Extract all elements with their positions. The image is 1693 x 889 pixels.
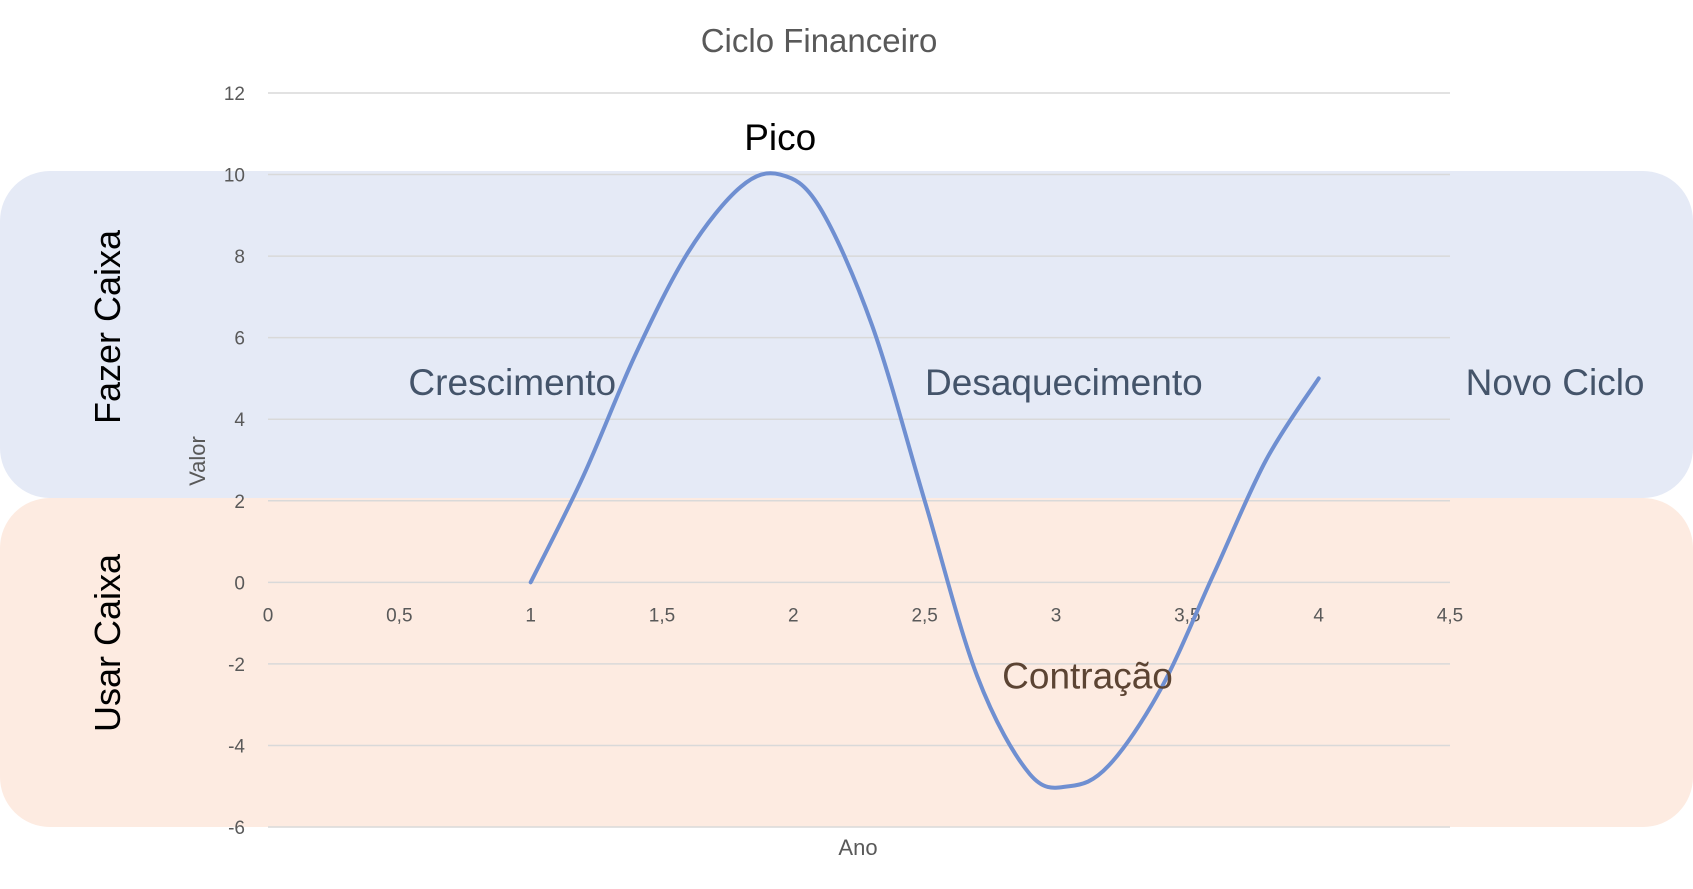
y-tick-label: 2: [234, 492, 245, 513]
band-fazer-caixa: [0, 171, 1693, 498]
x-tick-label: 0: [263, 605, 274, 626]
x-tick-label: 4: [1313, 605, 1324, 626]
y-tick-label: -4: [228, 736, 245, 757]
y-tick-label: 4: [234, 410, 245, 431]
phase-label: Novo Ciclo: [1466, 362, 1645, 403]
y-tick-label: -2: [228, 655, 245, 676]
phase-annotations: Pico Crescimento Desaquecimento Contração No…: [408, 117, 1644, 696]
x-tick-label: 1,5: [649, 605, 675, 626]
x-axis-title: Ano: [838, 835, 877, 860]
y-tick-label: 6: [234, 329, 245, 350]
gridlines: [268, 92, 1450, 828]
y-tick-labels: 12 10 8 6 4 2 0 -2 -4 -6: [224, 84, 246, 839]
x-tick-label: 4,5: [1437, 605, 1463, 626]
y-tick-label: 10: [224, 166, 245, 187]
x-tick-label: 0,5: [386, 605, 412, 626]
x-tick-label: 2,5: [911, 605, 937, 626]
x-tick-label: 3: [1051, 605, 1062, 626]
band-label-usar-caixa: Usar Caixa: [87, 553, 128, 732]
x-tick-label: 1: [525, 605, 536, 626]
series-line: [528, 171, 1321, 790]
y-tick-label: 0: [234, 573, 245, 594]
phase-label: Pico: [744, 117, 816, 158]
x-tick-labels: 0 0,5 1 1,5 2 2,5 3 3,5 4 4,5: [263, 605, 1464, 626]
phase-label: Desaquecimento: [925, 362, 1203, 403]
y-tick-label: -6: [228, 818, 245, 839]
band-usar-caixa: [0, 498, 1693, 827]
phase-label: Crescimento: [408, 362, 616, 403]
x-tick-label: 2: [788, 605, 799, 626]
phase-label: Contração: [1002, 655, 1173, 696]
y-tick-label: 12: [224, 84, 245, 105]
band-label-fazer-caixa: Fazer Caixa: [87, 229, 128, 424]
chart-title: Ciclo Financeiro: [701, 22, 938, 59]
y-tick-label: 8: [234, 247, 245, 268]
y-axis-title: Valor: [185, 436, 210, 486]
